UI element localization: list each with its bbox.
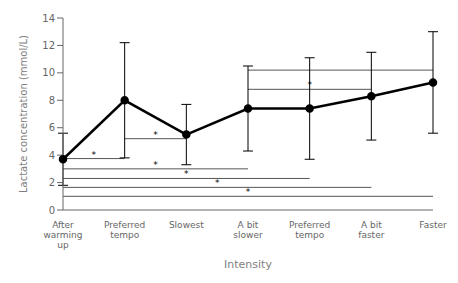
svg-text:6: 6 [49, 122, 55, 133]
svg-text:*: * [153, 160, 158, 170]
svg-text:*: * [307, 80, 312, 90]
svg-text:A bitfaster: A bitfaster [358, 220, 384, 240]
svg-text:*: * [92, 150, 97, 160]
svg-text:2: 2 [49, 177, 55, 188]
svg-text:8: 8 [49, 95, 55, 106]
svg-text:4: 4 [49, 150, 55, 161]
svg-text:Preferredtempo: Preferredtempo [104, 220, 145, 240]
svg-text:*: * [215, 178, 220, 188]
svg-text:12: 12 [42, 40, 55, 51]
svg-text:0: 0 [49, 205, 55, 216]
svg-text:Slowest: Slowest [169, 220, 204, 230]
svg-text:Lactate concentration (mmol/L): Lactate concentration (mmol/L) [18, 35, 29, 193]
svg-text:*: * [246, 187, 251, 197]
svg-text:14: 14 [42, 13, 55, 24]
svg-text:10: 10 [42, 67, 55, 78]
svg-text:Preferredtempo: Preferredtempo [289, 220, 330, 240]
svg-text:A bitslower: A bitslower [233, 220, 263, 240]
svg-text:Faster: Faster [419, 220, 447, 230]
svg-text:*: * [153, 130, 158, 140]
svg-text:Intensity: Intensity [224, 258, 272, 271]
svg-text:*: * [184, 169, 189, 179]
svg-text:Afterwarmingup: Afterwarmingup [43, 220, 82, 250]
